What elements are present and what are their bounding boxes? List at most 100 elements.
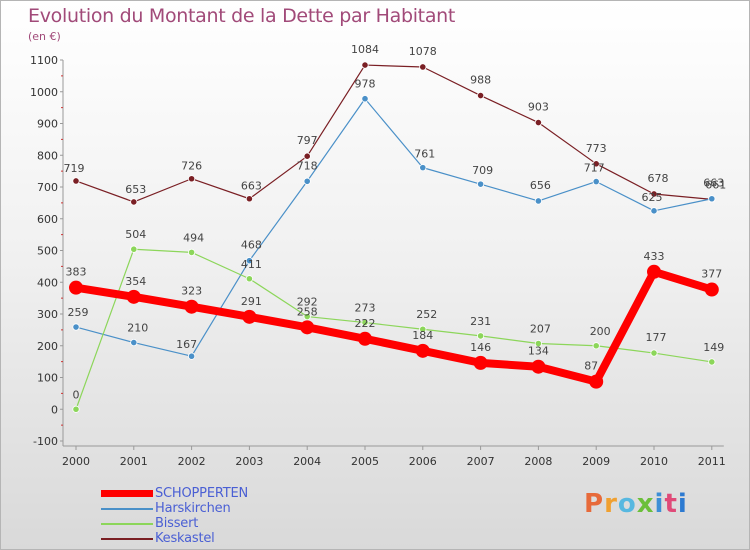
data-label: 761: [414, 148, 435, 161]
y-tick-label: 900: [37, 118, 58, 131]
data-point: [303, 312, 311, 321]
proxiti-logo: Proxiti: [584, 489, 688, 519]
data-label: 200: [590, 325, 611, 338]
x-tick-label: 2002: [178, 455, 206, 468]
series-line-keskastel: [75, 64, 713, 203]
data-point: [130, 198, 138, 206]
data-label: 678: [648, 172, 669, 185]
data-label: 719: [64, 162, 85, 175]
data-point: [303, 177, 311, 185]
data-point: [589, 374, 604, 389]
y-tick-label: 1100: [30, 54, 58, 67]
data-point: [188, 248, 196, 257]
data-point: [592, 178, 600, 186]
data-point: [476, 180, 485, 188]
data-label: 663: [241, 180, 262, 193]
y-tick-label: 300: [37, 308, 58, 321]
y-tick-label: 1000: [30, 86, 58, 99]
data-label: 273: [355, 302, 376, 315]
data-label: 210: [127, 322, 148, 335]
series-line-schopperten: [72, 267, 716, 386]
data-label: 988: [470, 74, 491, 87]
data-label: 207: [530, 323, 551, 336]
data-label: 0: [73, 388, 80, 401]
data-label: 252: [416, 308, 437, 321]
data-label: 177: [646, 331, 667, 344]
data-point: [126, 289, 141, 304]
data-point: [419, 63, 427, 71]
data-point: [647, 264, 661, 279]
data-point: [361, 318, 369, 327]
data-label: 184: [412, 329, 433, 342]
data-label: 323: [181, 285, 202, 298]
data-point: [69, 280, 83, 295]
data-label: 149: [703, 341, 724, 354]
data-point: [534, 339, 543, 348]
x-tick-label: 2006: [409, 455, 437, 468]
x-tick-label: 2000: [62, 455, 90, 468]
y-tick-label: 200: [37, 340, 58, 353]
data-point: [361, 61, 369, 69]
x-tick-label: 2003: [235, 455, 263, 468]
data-label: 1084: [351, 43, 379, 56]
x-tick-label: 2009: [582, 455, 610, 468]
legend-label: SCHOPPERTEN: [155, 486, 248, 501]
data-label: 468: [241, 239, 262, 252]
y-tick-label: 700: [37, 181, 58, 194]
y-tick-label: -100: [33, 435, 58, 448]
data-label: 656: [530, 179, 551, 192]
data-point: [72, 405, 80, 413]
legend-label: Harskirchen: [155, 501, 231, 516]
data-label: 494: [183, 231, 204, 244]
data-label: 773: [586, 142, 607, 155]
data-point: [245, 195, 253, 203]
data-label: 1078: [409, 45, 437, 58]
data-label: 292: [297, 296, 318, 309]
legend-label: Keskastel: [155, 531, 215, 546]
data-label: 383: [66, 266, 87, 279]
data-point: [188, 352, 196, 360]
data-point: [188, 175, 196, 183]
data-point: [531, 359, 546, 374]
data-label: 87: [584, 360, 598, 373]
data-point: [476, 91, 485, 100]
series-line-bissert: [75, 248, 713, 410]
data-label: 663: [703, 177, 724, 190]
legend-label: Bissert: [155, 516, 199, 531]
data-point: [300, 320, 315, 335]
x-tick-label: 2010: [640, 455, 668, 468]
data-point: [650, 190, 658, 198]
data-point: [476, 332, 485, 340]
data-point: [130, 245, 138, 253]
data-label: 146: [470, 341, 491, 354]
data-point: [184, 299, 199, 314]
data-point: [242, 309, 257, 324]
y-tick-label: 400: [37, 276, 58, 289]
data-label: 978: [355, 78, 376, 91]
data-label: 709: [472, 164, 493, 177]
data-label: 717: [584, 162, 605, 175]
chart-subtitle: (en €): [28, 30, 61, 43]
data-label: 222: [355, 317, 376, 330]
legend-swatch: [101, 508, 153, 510]
data-label: 167: [176, 338, 197, 351]
data-label: 411: [241, 258, 262, 271]
data-label: 231: [470, 315, 491, 328]
data-label: 134: [528, 345, 549, 358]
series-line-harskirchen: [75, 98, 713, 357]
y-tick-label: 600: [37, 213, 58, 226]
data-point: [473, 355, 488, 370]
y-tick-label: 0: [51, 403, 58, 416]
x-tick-label: 2011: [698, 455, 726, 468]
chart-title: Evolution du Montant de la Dette par Hab…: [28, 5, 456, 27]
data-point: [534, 118, 543, 127]
data-label: 661: [705, 178, 726, 191]
data-point: [358, 331, 372, 346]
data-point: [650, 349, 658, 357]
data-point: [534, 197, 543, 205]
legend-swatch: [101, 490, 153, 497]
data-point: [361, 95, 369, 103]
x-tick-label: 2007: [467, 455, 495, 468]
data-label: 504: [125, 228, 146, 241]
